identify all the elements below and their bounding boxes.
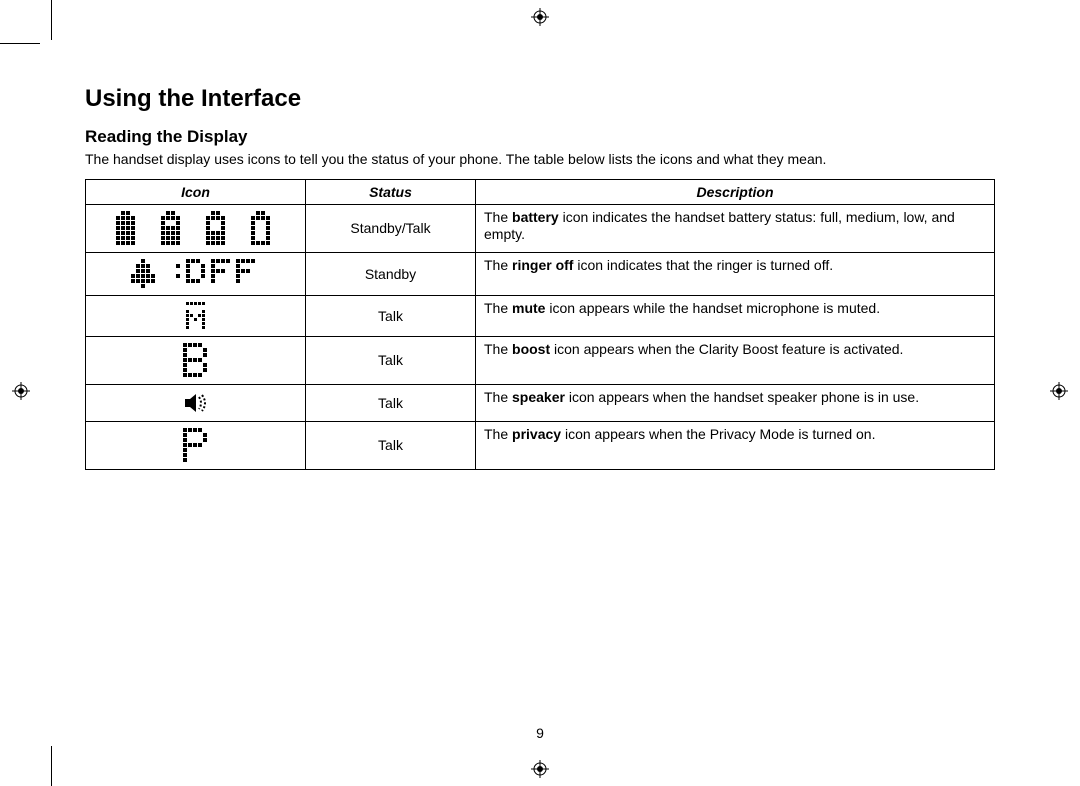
desc-bold: boost bbox=[512, 341, 550, 357]
desc-bold: battery bbox=[512, 209, 559, 225]
table-row: TalkThe privacy icon appears when the Pr… bbox=[86, 421, 995, 469]
registration-mark-icon bbox=[531, 760, 549, 778]
col-header-icon: Icon bbox=[86, 179, 306, 204]
battery-levels-icon bbox=[86, 204, 306, 252]
description-cell: The speaker icon appears when the handse… bbox=[476, 384, 995, 421]
desc-prefix: The bbox=[484, 300, 512, 316]
status-cell: Talk bbox=[306, 336, 476, 384]
desc-prefix: The bbox=[484, 341, 512, 357]
intro-text: The handset display uses icons to tell y… bbox=[85, 151, 995, 169]
desc-bold: mute bbox=[512, 300, 545, 316]
desc-suffix: icon appears while the handset microphon… bbox=[545, 300, 880, 316]
desc-suffix: icon indicates that the ringer is turned… bbox=[573, 257, 833, 273]
description-cell: The battery icon indicates the handset b… bbox=[476, 204, 995, 252]
section-title: Reading the Display bbox=[85, 127, 995, 147]
desc-prefix: The bbox=[484, 426, 512, 442]
desc-suffix: icon appears when the Clarity Boost feat… bbox=[550, 341, 903, 357]
icon-table: Icon Status Description Standby/TalkThe … bbox=[85, 179, 995, 470]
table-row: TalkThe mute icon appears while the hand… bbox=[86, 295, 995, 336]
crop-mark bbox=[51, 0, 52, 40]
description-cell: The privacy icon appears when the Privac… bbox=[476, 421, 995, 469]
desc-suffix: icon appears when the handset speaker ph… bbox=[565, 389, 919, 405]
table-row: TalkThe speaker icon appears when the ha… bbox=[86, 384, 995, 421]
description-cell: The ringer off icon indicates that the r… bbox=[476, 252, 995, 295]
page-content: Using the Interface Reading the Display … bbox=[85, 85, 995, 470]
desc-bold: speaker bbox=[512, 389, 565, 405]
speaker-icon bbox=[86, 384, 306, 421]
registration-mark-icon bbox=[12, 382, 30, 400]
status-cell: Talk bbox=[306, 384, 476, 421]
desc-bold: privacy bbox=[512, 426, 561, 442]
crop-mark bbox=[0, 43, 40, 44]
table-row: TalkThe boost icon appears when the Clar… bbox=[86, 336, 995, 384]
desc-prefix: The bbox=[484, 209, 512, 225]
status-cell: Talk bbox=[306, 421, 476, 469]
col-header-status: Status bbox=[306, 179, 476, 204]
desc-bold: ringer off bbox=[512, 257, 573, 273]
page-title: Using the Interface bbox=[85, 85, 995, 113]
desc-prefix: The bbox=[484, 389, 512, 405]
table-header-row: Icon Status Description bbox=[86, 179, 995, 204]
crop-mark bbox=[51, 746, 52, 786]
mute-icon bbox=[86, 295, 306, 336]
status-cell: Talk bbox=[306, 295, 476, 336]
ringer-off-icon bbox=[86, 252, 306, 295]
page-number: 9 bbox=[85, 725, 995, 741]
registration-mark-icon bbox=[531, 8, 549, 26]
registration-mark-icon bbox=[1050, 382, 1068, 400]
status-cell: Standby/Talk bbox=[306, 204, 476, 252]
privacy-icon bbox=[86, 421, 306, 469]
col-header-description: Description bbox=[476, 179, 995, 204]
desc-prefix: The bbox=[484, 257, 512, 273]
boost-icon bbox=[86, 336, 306, 384]
table-row: StandbyThe ringer off icon indicates tha… bbox=[86, 252, 995, 295]
status-cell: Standby bbox=[306, 252, 476, 295]
description-cell: The boost icon appears when the Clarity … bbox=[476, 336, 995, 384]
description-cell: The mute icon appears while the handset … bbox=[476, 295, 995, 336]
desc-suffix: icon appears when the Privacy Mode is tu… bbox=[561, 426, 875, 442]
table-row: Standby/TalkThe battery icon indicates t… bbox=[86, 204, 995, 252]
